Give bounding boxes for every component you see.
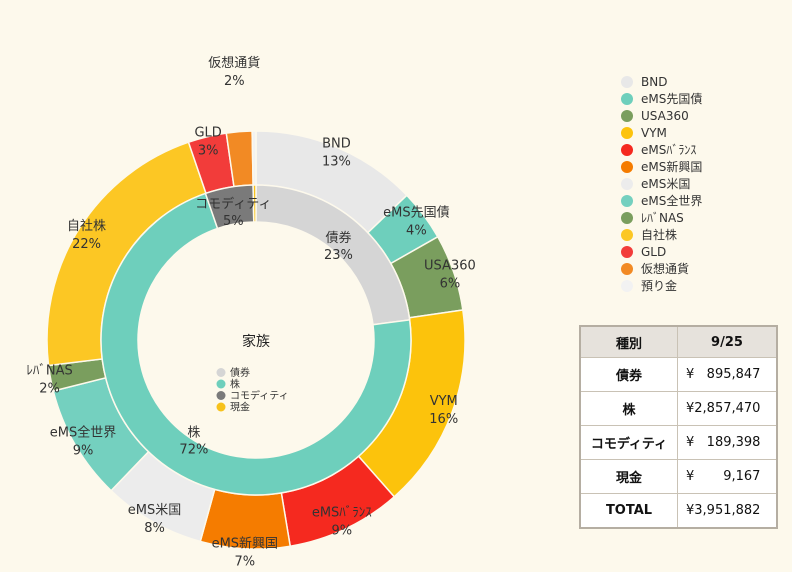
outer-pct-11: 2% — [224, 74, 245, 89]
outer-label-8: ﾚﾊﾞNAS — [26, 364, 72, 379]
table-row: 債券 ¥ 895,847 — [579, 357, 778, 392]
outer-pct-7: 9% — [73, 443, 94, 458]
inner-label-0: 債券 — [325, 230, 351, 246]
outer-pct-9: 22% — [72, 237, 101, 252]
outer-legend-dot-11 — [621, 263, 633, 275]
row-value: ¥ 9,167 — [677, 459, 778, 494]
inner-labels: 債券 23% 株 72% コモディティ 5% — [179, 196, 352, 457]
inner-legend-label-3: 現金 — [230, 401, 250, 414]
row-key: TOTAL — [579, 493, 678, 529]
inner-legend-label-1: 株 — [230, 378, 240, 391]
table-header-type: 種別 — [579, 325, 678, 358]
row-key: 債券 — [579, 357, 678, 392]
inner-slice-1 — [100, 192, 412, 496]
inner-label-1: 株 — [187, 425, 200, 440]
outer-label-0: BND — [322, 136, 351, 151]
outer-labels: BND 13% eMS先国債 4% USA360 6% VYM 16% eMSﾊﾞﾗﾝｽ 9% eM… — [26, 55, 475, 570]
inner-legend-dot-2 — [216, 391, 226, 400]
outer-pct-10: 3% — [198, 144, 219, 159]
row-value: ¥3,951,882 — [677, 493, 778, 529]
center-label: 家族 — [242, 333, 270, 350]
row-key: 株 — [579, 391, 678, 426]
outer-slice-12 — [251, 130, 257, 186]
inner-pct-2: 5% — [223, 214, 244, 229]
inner-legend-dot-0 — [216, 368, 226, 377]
outer-label-6: eMS米国 — [128, 503, 181, 518]
outer-label-5: eMS新興国 — [212, 536, 278, 552]
outer-legend-label-10: GLD — [641, 245, 666, 259]
outer-legend-label-4: eMSﾊﾞﾗﾝｽ — [641, 143, 696, 157]
outer-pct-3: 16% — [429, 412, 458, 427]
outer-legend-label-3: VYM — [641, 126, 667, 140]
outer-legend-label-12: 預り金 — [641, 278, 677, 293]
inner-slice-3 — [252, 184, 257, 223]
outer-legend-dot-4 — [621, 144, 633, 156]
outer-label-4: eMSﾊﾞﾗﾝｽ — [312, 506, 372, 521]
outer-label-1: eMS先国債 — [383, 205, 449, 220]
outer-pct-6: 8% — [144, 521, 165, 536]
outer-legend-dot-0 — [621, 76, 633, 88]
inner-legend-label-2: コモディティ — [230, 389, 289, 402]
outer-legend-label-2: USA360 — [641, 109, 689, 123]
outer-legend-dot-7 — [621, 195, 633, 207]
outer-legend-dot-9 — [621, 229, 633, 241]
inner-legend-dot-1 — [216, 379, 226, 389]
outer-legend-dot-8 — [621, 212, 633, 224]
outer-legend-label-6: eMS米国 — [641, 177, 690, 191]
inner-legend-label-0: 債券 — [230, 366, 250, 379]
inner-ring — [100, 184, 412, 496]
row-value: ¥ 895,847 — [677, 357, 778, 392]
inner-label-2: コモディティ — [195, 196, 271, 212]
outer-legend-dot-10 — [621, 246, 633, 258]
outer-label-7: eMS全世界 — [50, 424, 116, 440]
row-value: ¥2,857,470 — [677, 391, 778, 426]
table-header-date: 9/25 — [677, 325, 778, 358]
inner-pct-1: 72% — [179, 442, 208, 457]
outer-legend-dot-12 — [621, 280, 633, 292]
outer-legend-dot-1 — [621, 93, 633, 105]
outer-legend-dot-2 — [621, 110, 633, 122]
row-value: ¥ 189,398 — [677, 425, 778, 460]
outer-pct-1: 4% — [406, 223, 427, 238]
outer-legend-label-5: eMS新興国 — [641, 159, 702, 174]
outer-label-11: 仮想通貨 — [208, 55, 260, 71]
summary-table: 種別 9/25 債券 ¥ 895,847 株 ¥2,857,470 コモディティ… — [579, 325, 778, 529]
outer-label-10: GLD — [194, 126, 221, 141]
inner-legend-dot-3 — [216, 402, 226, 412]
table-row: コモディティ ¥ 189,398 — [579, 425, 778, 460]
inner-pct-0: 23% — [324, 248, 353, 263]
outer-legend-label-1: eMS先国債 — [641, 91, 702, 106]
outer-label-9: 自社株 — [67, 218, 106, 234]
outer-legend: BND eMS先国債 USA360 VYM eMSﾊﾞﾗﾝｽ eMS新興国 eMS米国 eMS… — [621, 75, 702, 293]
outer-label-3: VYM — [430, 394, 458, 409]
outer-label-2: USA360 — [424, 259, 476, 274]
outer-pct-4: 9% — [332, 524, 353, 539]
outer-legend-label-8: ﾚﾊﾞNAS — [641, 211, 684, 225]
table-row: TOTAL ¥3,951,882 — [579, 493, 778, 529]
outer-legend-label-7: eMS全世界 — [641, 193, 702, 208]
outer-legend-dot-3 — [621, 127, 633, 139]
outer-legend-dot-5 — [621, 161, 633, 173]
outer-pct-8: 2% — [39, 382, 60, 397]
outer-pct-2: 6% — [440, 277, 461, 292]
outer-legend-dot-6 — [621, 178, 633, 190]
table-row: 株 ¥2,857,470 — [579, 391, 778, 426]
outer-legend-label-9: 自社株 — [641, 227, 677, 242]
outer-pct-5: 7% — [235, 555, 256, 570]
row-key: 現金 — [579, 459, 678, 494]
table-row: 現金 ¥ 9,167 — [579, 459, 778, 494]
outer-pct-0: 13% — [322, 154, 351, 169]
outer-legend-label-11: 仮想通貨 — [641, 261, 689, 276]
outer-legend-label-0: BND — [641, 75, 667, 89]
row-key: コモディティ — [579, 425, 678, 460]
